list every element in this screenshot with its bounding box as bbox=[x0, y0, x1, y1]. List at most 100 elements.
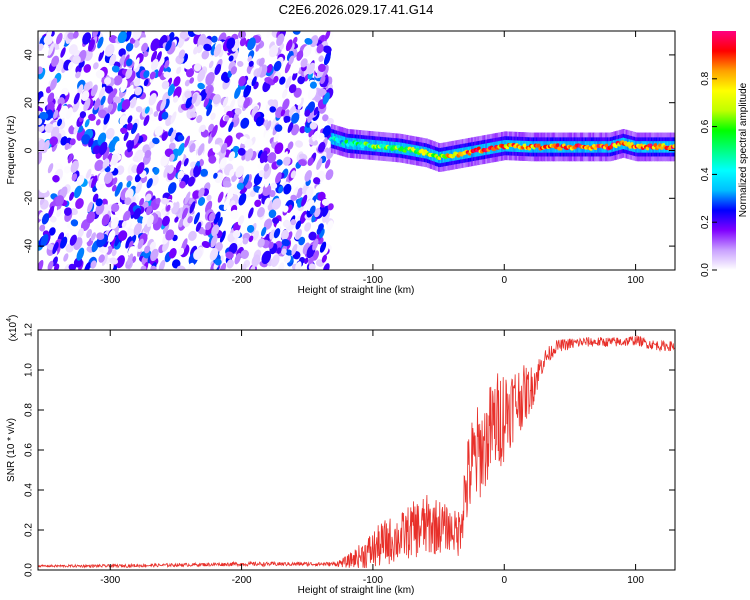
noise-cell bbox=[211, 35, 218, 43]
noise-cell bbox=[266, 64, 273, 73]
noise-cell bbox=[47, 205, 55, 219]
noise-cell bbox=[96, 232, 105, 240]
noise-cell bbox=[127, 253, 134, 266]
noise-cell bbox=[164, 60, 170, 69]
noise-cell bbox=[126, 122, 133, 131]
x-tick-label: -300 bbox=[100, 575, 120, 586]
noise-cell bbox=[304, 109, 311, 117]
noise-cell bbox=[82, 32, 92, 45]
noise-cell bbox=[251, 254, 261, 267]
noise-cell bbox=[281, 248, 287, 255]
noise-cell bbox=[120, 79, 128, 93]
noise-cell bbox=[291, 64, 300, 74]
noise-cell bbox=[201, 240, 211, 249]
noise-cell bbox=[230, 209, 239, 220]
noise-cell bbox=[126, 180, 132, 188]
noise-cell bbox=[60, 136, 68, 146]
noise-cell bbox=[307, 157, 314, 166]
noise-cell bbox=[248, 207, 254, 219]
noise-cell bbox=[285, 249, 293, 256]
noise-cell bbox=[126, 175, 133, 182]
noise-cell bbox=[83, 98, 91, 112]
noise-cell bbox=[290, 219, 297, 226]
noise-cell bbox=[260, 226, 267, 237]
noise-cell bbox=[81, 90, 90, 101]
noise-cell bbox=[113, 75, 123, 86]
noise-cell bbox=[189, 201, 196, 214]
noise-cell bbox=[72, 31, 79, 39]
noise-cell bbox=[264, 197, 271, 208]
noise-cell bbox=[282, 205, 289, 213]
noise-cell bbox=[237, 147, 246, 156]
snr-y-ticks: 0.0 0.2 0.4 0.6 0.8 1.0 1.2 bbox=[24, 323, 675, 577]
noise-cell bbox=[125, 42, 134, 52]
noise-cell bbox=[143, 70, 150, 79]
noise-cell bbox=[278, 185, 284, 194]
noise-cell bbox=[57, 118, 63, 127]
noise-cell bbox=[318, 223, 324, 231]
noise-cell bbox=[64, 142, 70, 150]
noise-cell bbox=[133, 132, 140, 146]
snr-series-line bbox=[38, 335, 675, 569]
noise-cell bbox=[183, 158, 189, 167]
noise-cell bbox=[154, 126, 164, 137]
noise-cell bbox=[273, 132, 279, 143]
noise-cell bbox=[55, 195, 65, 206]
noise-cell bbox=[191, 93, 198, 105]
noise-cell bbox=[209, 248, 219, 261]
noise-cell bbox=[225, 251, 234, 260]
noise-cell bbox=[294, 140, 304, 148]
noise-cell bbox=[137, 238, 144, 250]
snr-y-label: SNR (10 * v/v) bbox=[6, 418, 17, 482]
noise-cell bbox=[166, 204, 171, 212]
noise-cell bbox=[39, 185, 48, 194]
noise-cell bbox=[134, 173, 142, 183]
noise-cell bbox=[128, 84, 134, 94]
noise-cell bbox=[197, 82, 205, 90]
noise-cell bbox=[69, 234, 77, 246]
noise-cell bbox=[184, 90, 192, 99]
noise-cell bbox=[187, 176, 195, 187]
noise-cell bbox=[295, 97, 302, 106]
noise-cell bbox=[169, 153, 175, 162]
noise-cell bbox=[316, 43, 324, 54]
noise-cell bbox=[48, 227, 56, 236]
noise-cell bbox=[271, 198, 282, 210]
y-tick-label: 0.4 bbox=[24, 483, 35, 497]
noise-cell bbox=[307, 62, 315, 75]
colorbar-label: Normalized spectral amplitude bbox=[738, 82, 749, 217]
noise-cell bbox=[116, 181, 123, 192]
ridge-core-cell bbox=[672, 144, 675, 149]
noise-cell bbox=[304, 257, 309, 264]
noise-cell bbox=[144, 245, 151, 254]
noise-cell bbox=[168, 142, 176, 151]
noise-cell bbox=[125, 68, 133, 79]
x-tick-label: -200 bbox=[232, 575, 252, 586]
noise-cell bbox=[161, 80, 170, 90]
noise-cell bbox=[298, 153, 308, 161]
noise-cell bbox=[301, 194, 308, 207]
noise-cell bbox=[111, 65, 120, 73]
noise-cell bbox=[187, 215, 193, 224]
noise-cell bbox=[70, 219, 79, 227]
noise-cell bbox=[53, 109, 59, 119]
noise-cell bbox=[314, 184, 321, 196]
noise-cell bbox=[155, 197, 161, 205]
noise-cell bbox=[243, 97, 251, 109]
noise-cell bbox=[97, 36, 104, 49]
noise-cell bbox=[252, 230, 259, 241]
noise-cell bbox=[134, 86, 142, 96]
noise-cell bbox=[210, 112, 216, 121]
noise-cell bbox=[90, 260, 97, 269]
noise-cell bbox=[203, 43, 212, 52]
x-tick-label: -100 bbox=[363, 275, 383, 286]
noise-cell bbox=[71, 173, 78, 182]
noise-cell bbox=[83, 64, 92, 73]
noise-cell bbox=[238, 75, 246, 87]
noise-cell bbox=[290, 170, 297, 179]
noise-cell bbox=[247, 55, 252, 62]
noise-cell bbox=[304, 37, 313, 45]
noise-cell bbox=[205, 221, 212, 231]
noise-cell bbox=[41, 213, 50, 225]
